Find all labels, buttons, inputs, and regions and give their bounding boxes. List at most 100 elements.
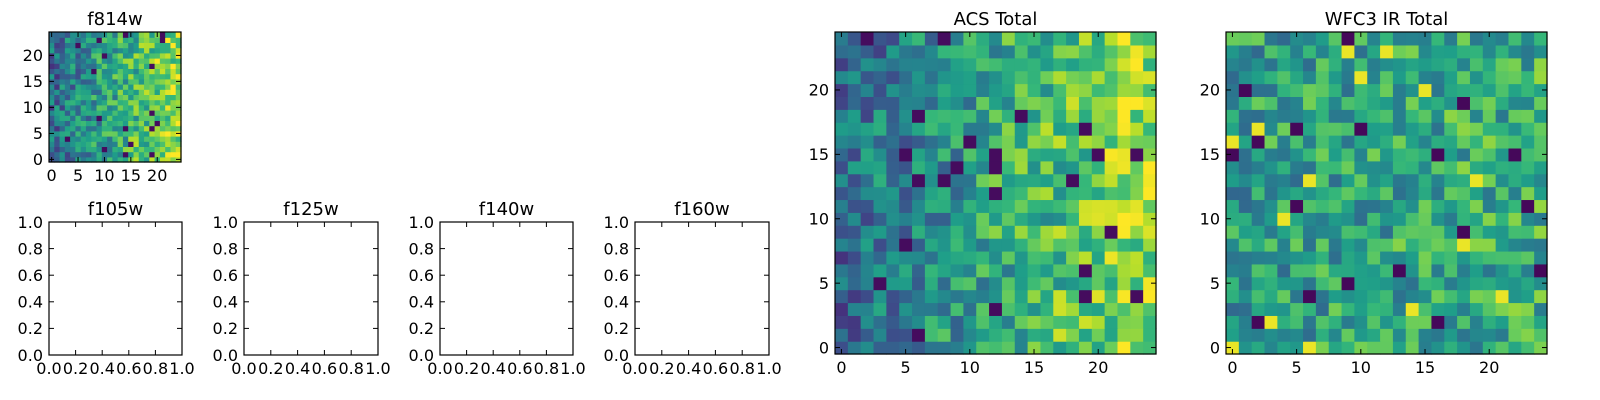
heatmap-cell	[1143, 186, 1157, 201]
heatmap-cell	[1341, 44, 1355, 59]
heatmap-cell	[133, 130, 140, 137]
heatmap-cell	[59, 156, 66, 163]
heatmap-cell	[1392, 328, 1407, 342]
heatmap-cell	[1444, 109, 1458, 123]
heatmap-cell	[1117, 44, 1131, 59]
heatmap-cell	[133, 115, 140, 121]
heatmap-cell	[96, 63, 103, 69]
heatmap-cell	[165, 130, 172, 137]
heatmap-cell	[1469, 135, 1484, 149]
heatmap-cell	[1431, 44, 1445, 59]
heatmap-cell	[1405, 122, 1420, 136]
heatmap-cell	[1431, 122, 1445, 136]
heatmap-cell	[133, 99, 140, 106]
heatmap-cell	[1117, 135, 1131, 149]
heatmap-cell	[1457, 186, 1471, 201]
heatmap-cell	[899, 250, 913, 265]
heatmap-cell	[912, 173, 926, 188]
heatmap-cell	[1354, 32, 1368, 46]
heatmap-cell	[54, 32, 61, 38]
heatmap-cell	[860, 109, 875, 123]
heatmap-cell	[1226, 147, 1240, 162]
heatmap-cell	[912, 186, 926, 201]
panel-title: ACS Total	[954, 9, 1038, 30]
heatmap-cell	[1341, 57, 1355, 72]
heatmap-cell	[1303, 122, 1317, 136]
heatmap-cell	[1367, 109, 1381, 123]
heatmap-cell	[1303, 315, 1317, 329]
heatmap-cell	[1380, 122, 1394, 136]
heatmap-cell	[937, 263, 952, 278]
heatmap-cell	[1104, 250, 1119, 265]
heatmap-cell	[1078, 122, 1093, 136]
heatmap-cell	[75, 84, 82, 90]
heatmap-cell	[1392, 32, 1407, 46]
heatmap-cell	[70, 94, 76, 101]
heatmap-cell	[1226, 263, 1240, 278]
heatmap-cell	[963, 147, 977, 162]
heatmap-cell	[1521, 199, 1535, 213]
heatmap-cell	[122, 32, 129, 38]
heatmap-cell	[1341, 160, 1355, 175]
heatmap-cell	[860, 160, 875, 175]
heatmap-cell	[91, 130, 98, 137]
heatmap-cell	[1392, 135, 1407, 149]
y-tick-label: 0.0	[409, 346, 434, 365]
x-tick-label: 5	[901, 358, 911, 377]
heatmap-cell	[70, 156, 76, 163]
heatmap-cell	[96, 37, 103, 43]
heatmap-cell	[1405, 109, 1420, 123]
heatmap-cell	[989, 135, 1003, 149]
heatmap-cell	[847, 96, 862, 110]
heatmap-cell	[101, 115, 108, 121]
heatmap-cell	[1014, 250, 1029, 265]
heatmap-cell	[59, 115, 66, 121]
heatmap-cell	[1091, 250, 1106, 265]
heatmap-cell	[1091, 315, 1106, 329]
heatmap-cell	[1066, 135, 1080, 149]
heatmap-cell	[128, 47, 135, 54]
heatmap-cell	[989, 225, 1003, 239]
heatmap-cell	[170, 32, 177, 38]
heatmap-cell	[144, 110, 150, 116]
heatmap-cell	[101, 42, 108, 49]
heatmap-cell	[1078, 302, 1093, 316]
heatmap-cell	[128, 42, 135, 49]
heatmap-cell	[1508, 186, 1522, 201]
heatmap-cell	[1444, 147, 1458, 162]
heatmap-cell	[1040, 212, 1054, 226]
heatmap-cell	[70, 37, 76, 43]
heatmap-cell	[85, 94, 92, 101]
heatmap-cell	[1341, 238, 1355, 252]
heatmap-cell	[1380, 212, 1394, 226]
heatmap-cell	[122, 115, 129, 121]
heatmap-cell	[133, 104, 140, 111]
heatmap-cell	[159, 151, 166, 158]
heatmap-cell	[170, 94, 177, 101]
heatmap-cell	[1354, 302, 1368, 316]
heatmap-cell	[1130, 263, 1144, 278]
heatmap-cell	[1354, 83, 1368, 97]
heatmap-cell	[1495, 44, 1510, 59]
heatmap-cell	[1251, 289, 1266, 304]
heatmap-cell	[122, 110, 129, 116]
heatmap-cell	[1392, 315, 1407, 329]
heatmap-cell	[80, 37, 87, 43]
heatmap-cell	[112, 110, 119, 116]
heatmap-cell	[170, 68, 177, 75]
heatmap-cell	[170, 99, 177, 106]
heatmap-cell	[860, 70, 875, 85]
heatmap-cell	[80, 120, 87, 127]
heatmap-cell	[49, 125, 55, 132]
heatmap-cell	[1315, 250, 1330, 265]
heatmap-cell	[912, 315, 926, 329]
heatmap-cell	[1303, 32, 1317, 46]
heatmap-cell	[1534, 289, 1548, 304]
heatmap-cell	[1066, 199, 1080, 213]
heatmap-cell	[138, 52, 145, 59]
heatmap-cell	[149, 130, 156, 137]
heatmap-cell	[1405, 199, 1420, 213]
heatmap-cell	[835, 83, 849, 97]
heatmap-cell	[1251, 328, 1266, 342]
